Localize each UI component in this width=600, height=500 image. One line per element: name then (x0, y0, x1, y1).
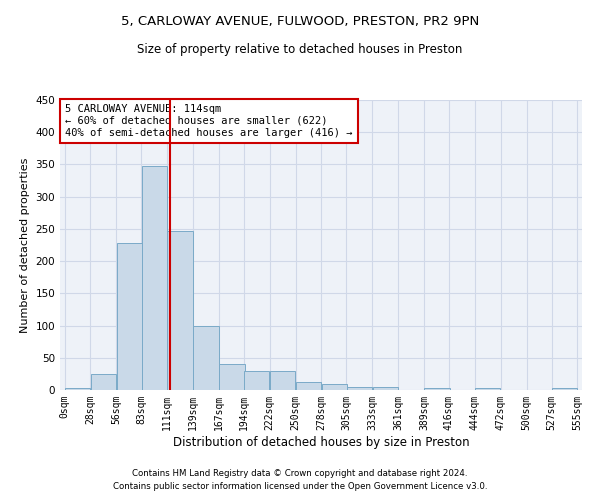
Bar (116, 243, 142, 390)
Bar (91, 374, 116, 390)
Bar (193, 326, 218, 390)
Bar (65, 388, 90, 390)
Text: 5 CARLOWAY AVENUE: 114sqm
← 60% of detached houses are smaller (622)
40% of semi: 5 CARLOWAY AVENUE: 114sqm ← 60% of detac… (65, 104, 353, 138)
Bar (347, 387, 372, 390)
Text: Size of property relative to detached houses in Preston: Size of property relative to detached ho… (137, 42, 463, 56)
Bar (270, 370, 295, 390)
Bar (167, 231, 193, 390)
Bar (142, 166, 167, 390)
Bar (219, 364, 245, 390)
Text: 5, CARLOWAY AVENUE, FULWOOD, PRESTON, PR2 9PN: 5, CARLOWAY AVENUE, FULWOOD, PRESTON, PR… (121, 15, 479, 28)
Text: Contains HM Land Registry data © Crown copyright and database right 2024.: Contains HM Land Registry data © Crown c… (132, 468, 468, 477)
Bar (322, 384, 347, 390)
Bar (296, 382, 321, 390)
Bar (475, 388, 500, 390)
Bar (424, 388, 449, 390)
Bar (552, 388, 577, 390)
X-axis label: Distribution of detached houses by size in Preston: Distribution of detached houses by size … (173, 436, 469, 448)
Y-axis label: Number of detached properties: Number of detached properties (20, 158, 30, 332)
Text: Contains public sector information licensed under the Open Government Licence v3: Contains public sector information licen… (113, 482, 487, 491)
Bar (373, 387, 398, 390)
Bar (244, 370, 269, 390)
